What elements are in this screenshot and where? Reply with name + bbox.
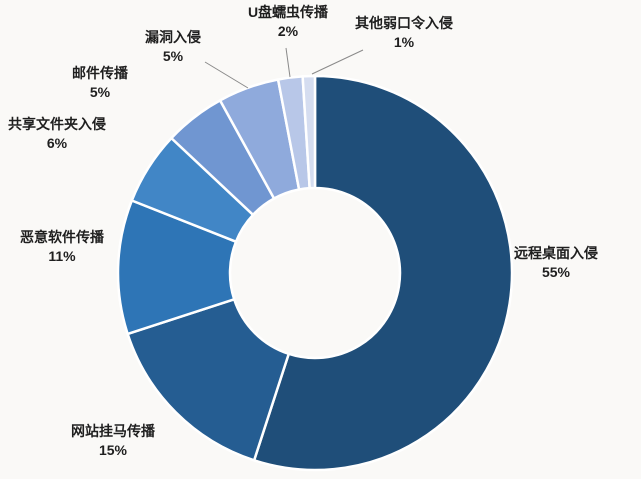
leader-line-7 — [311, 49, 364, 75]
leader-line-6 — [285, 47, 291, 78]
leader-line-5 — [204, 61, 249, 89]
pie-slice-1 — [126, 298, 290, 462]
pie-slice-0 — [252, 74, 514, 472]
pie-slice-7 — [301, 74, 317, 190]
